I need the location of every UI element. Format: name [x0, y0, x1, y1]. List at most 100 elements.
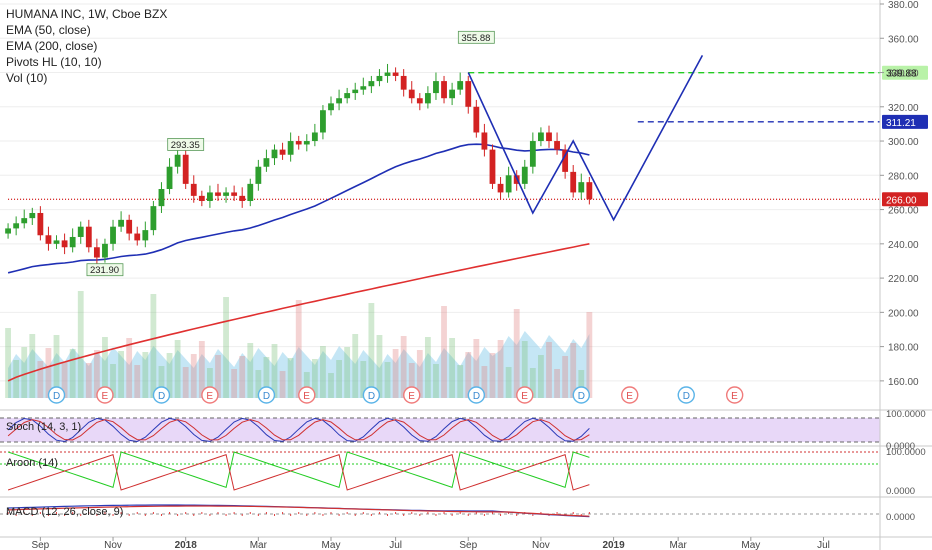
candle-body: [529, 141, 536, 167]
volume-bar: [150, 294, 157, 398]
volume-bar: [481, 366, 488, 398]
ema200-line: [7, 243, 590, 382]
event-marker-label: E: [731, 391, 738, 402]
volume-bar: [303, 372, 310, 398]
level-badge: [882, 65, 928, 80]
volume-bar: [231, 369, 238, 398]
candle-body: [376, 75, 383, 82]
candle-body: [85, 226, 92, 248]
event-marker-label: E: [303, 391, 310, 402]
candle-body: [61, 240, 68, 248]
pane-tick-label: 0.0000: [886, 486, 915, 497]
volume-bar: [239, 356, 246, 398]
candle-body: [279, 149, 286, 155]
volume-bar: [198, 341, 205, 398]
candle-body: [465, 81, 472, 107]
time-tick-label: Nov: [532, 540, 550, 550]
volume-bar: [433, 364, 439, 398]
legend-study-ema50: EMA (50, close): [6, 23, 91, 37]
price-tick-label: 360.00: [888, 34, 919, 45]
volume-bar: [190, 354, 197, 398]
candle-body: [134, 233, 141, 241]
pane-tick-label: 100.0000: [886, 409, 926, 420]
event-marker-label: E: [408, 391, 415, 402]
chart-legend: HUMANA INC, 1W, Cboe BZX EMA (50, close)…: [6, 6, 167, 86]
volume-bar: [546, 342, 552, 398]
stoch-d: [7, 419, 590, 441]
volume-bar: [110, 364, 116, 398]
candle-body: [562, 149, 569, 172]
pivot-label-box: [167, 138, 205, 151]
candle-body: [497, 183, 504, 193]
volume-bar: [13, 360, 20, 398]
candle-body: [77, 226, 84, 237]
volume-bar: [53, 335, 60, 398]
volume-bars: [5, 291, 593, 398]
volume-bar: [61, 362, 68, 398]
volume-bar: [457, 365, 464, 398]
time-tick-label: 2019: [602, 540, 625, 550]
price-tick-label: 200.00: [888, 308, 919, 319]
event-marker: [677, 386, 695, 404]
stoch-pane-label: Stoch (14, 3, 1): [6, 421, 82, 433]
volume-bar: [295, 300, 302, 398]
candle-body: [546, 132, 552, 142]
volume-bar: [578, 370, 585, 398]
volume-bar: [77, 291, 84, 398]
volume-bar: [311, 359, 318, 398]
volume-bar: [505, 367, 512, 398]
candle-body: [384, 72, 391, 76]
candle-body: [400, 75, 407, 90]
event-marker-label: D: [158, 391, 165, 402]
candles: [5, 63, 593, 265]
candle-body: [29, 212, 36, 219]
candle-body: [69, 236, 76, 248]
aroon-up: [7, 451, 590, 488]
candle-body: [505, 175, 512, 193]
volume-bar: [182, 367, 189, 398]
volume-bar: [586, 312, 593, 398]
volume-bar: [287, 358, 294, 398]
candle-body: [368, 81, 375, 87]
candle-body: [344, 93, 351, 99]
event-marker-label: E: [101, 391, 108, 402]
time-tick-label: Mar: [670, 540, 688, 550]
volume-bar: [368, 303, 375, 398]
candle-body: [174, 154, 181, 167]
event-marker: [257, 386, 276, 404]
volume-bar: [570, 343, 577, 398]
volume-bar: [352, 334, 359, 398]
candle-body: [223, 192, 229, 196]
time-axis: Sep Nov 2018 Mar May Jul Sep Nov 2019 Mar May Jul: [31, 537, 830, 550]
price-tick-label: 320.00: [888, 103, 919, 114]
volume-bar: [207, 368, 213, 398]
price-tick-label: 180.00: [888, 343, 919, 354]
candle-body: [198, 195, 205, 201]
volume-bar: [497, 340, 504, 398]
level-badge: [882, 114, 928, 129]
volume-bar: [473, 339, 480, 398]
candle-body: [37, 212, 44, 236]
candle-body: [481, 132, 488, 150]
volume-bar: [328, 373, 334, 398]
candle-body: [416, 98, 423, 104]
candle-body: [182, 154, 189, 184]
time-tick-label: May: [741, 540, 760, 550]
level-badge-label: 311.21: [886, 118, 916, 129]
candle-body: [21, 218, 28, 224]
candle-body: [352, 89, 359, 94]
volume-bar: [247, 343, 254, 398]
volume-bar: [271, 344, 278, 398]
volume-bar: [142, 352, 149, 398]
volume-bar: [93, 350, 100, 398]
pivot-label: 355.88: [461, 33, 490, 44]
price-tick-label: 220.00: [888, 274, 919, 285]
candle-body: [53, 240, 60, 244]
event-marker-label: E: [206, 391, 213, 402]
volume-bar: [263, 357, 270, 398]
candle-body: [102, 243, 108, 258]
ema200-path: [7, 243, 590, 382]
price-tick-label: 240.00: [888, 240, 919, 251]
